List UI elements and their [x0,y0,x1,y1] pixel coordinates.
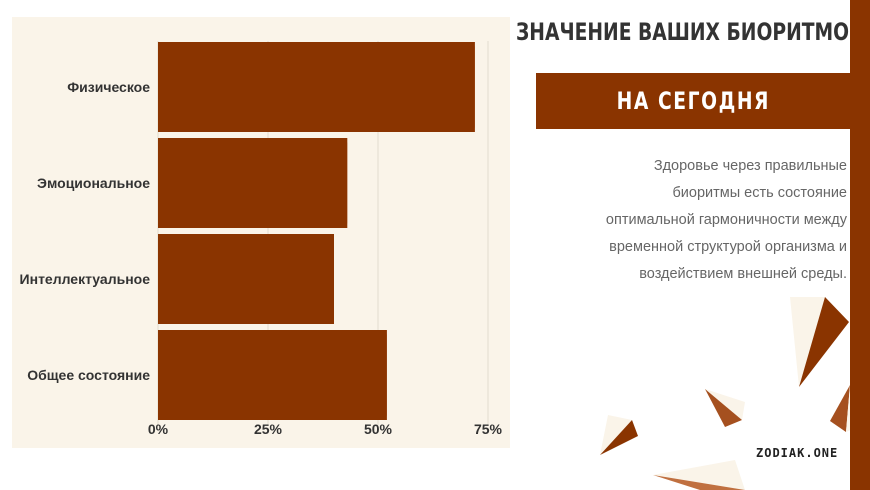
category-label: Общее состояние [27,367,150,383]
x-tick-label: 75% [474,421,503,437]
bar-segment [158,138,348,228]
description-line: воздействием внешней среды. [639,266,847,282]
x-tick-label: 50% [364,421,393,437]
deco-triangle [830,385,850,432]
brand-logo: ZODIAK.ONE [756,446,839,460]
bar-segment [158,42,475,132]
deco-triangle [653,475,745,490]
description-line: Здоровье через правильные [653,158,847,174]
category-label: Интеллектуальное [20,271,151,287]
today-banner: НА СЕГОДНЯ [536,73,850,129]
deco-triangle [790,297,825,387]
deco-triangle [705,389,742,427]
description-line: биоритмы есть состояние [672,185,847,201]
deco-triangle [600,420,638,455]
category-label: Эмоциональное [37,175,150,191]
description: Здоровье через правильные биоритмы есть … [560,153,847,288]
category-label: Физическое [67,79,150,95]
chart-panel: 0% 25% 50% 75% Физическое Эмоциональное Интелл… [12,17,510,448]
page-title: ЗНАЧЕНИЕ ВАШИХ БИОРИТМОВ [516,18,864,46]
bar-chart: 0% 25% 50% 75% Физическое Эмоциональное Интелл… [20,41,503,437]
x-tick-label: 25% [254,421,283,437]
deco-triangle [653,460,745,490]
x-tick-label: 0% [148,421,169,437]
deco-triangle [600,415,632,455]
deco-triangle [799,297,849,387]
right-accent-bar [850,0,870,490]
banner-text: НА СЕГОДНЯ [616,87,770,115]
bar-segment [158,234,334,324]
deco-triangle [705,389,745,420]
description-line: временной структурой организма и [609,239,847,255]
description-line: оптимальной гармоничности между [605,212,847,228]
bar-segment [158,330,387,420]
